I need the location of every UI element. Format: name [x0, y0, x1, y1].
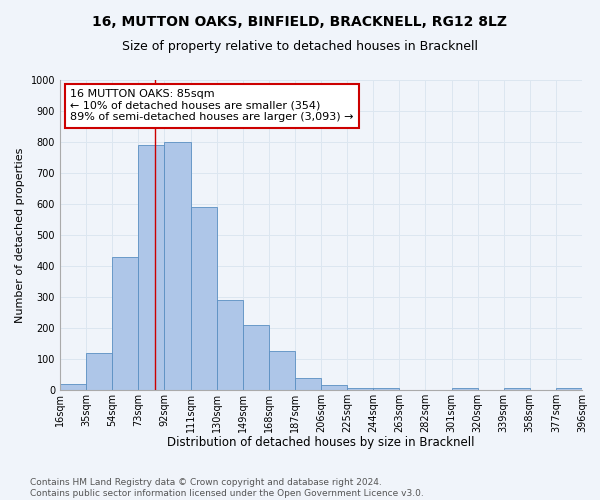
Bar — [112, 256, 139, 390]
Text: Contains HM Land Registry data © Crown copyright and database right 2024.
Contai: Contains HM Land Registry data © Crown c… — [30, 478, 424, 498]
Bar — [139, 145, 164, 390]
Bar — [373, 388, 400, 390]
Bar — [86, 353, 112, 390]
Bar — [217, 300, 243, 390]
Bar — [164, 142, 191, 390]
Bar — [60, 384, 86, 390]
Bar — [347, 388, 373, 390]
X-axis label: Distribution of detached houses by size in Bracknell: Distribution of detached houses by size … — [167, 436, 475, 450]
Bar — [269, 351, 295, 390]
Y-axis label: Number of detached properties: Number of detached properties — [15, 148, 25, 322]
Bar — [191, 207, 217, 390]
Text: 16 MUTTON OAKS: 85sqm
← 10% of detached houses are smaller (354)
89% of semi-det: 16 MUTTON OAKS: 85sqm ← 10% of detached … — [70, 90, 354, 122]
Text: Size of property relative to detached houses in Bracknell: Size of property relative to detached ho… — [122, 40, 478, 53]
Bar — [452, 388, 478, 390]
Bar — [321, 386, 347, 390]
Bar — [295, 378, 321, 390]
Bar — [243, 325, 269, 390]
Text: 16, MUTTON OAKS, BINFIELD, BRACKNELL, RG12 8LZ: 16, MUTTON OAKS, BINFIELD, BRACKNELL, RG… — [92, 15, 508, 29]
Bar — [504, 388, 530, 390]
Bar — [556, 388, 582, 390]
